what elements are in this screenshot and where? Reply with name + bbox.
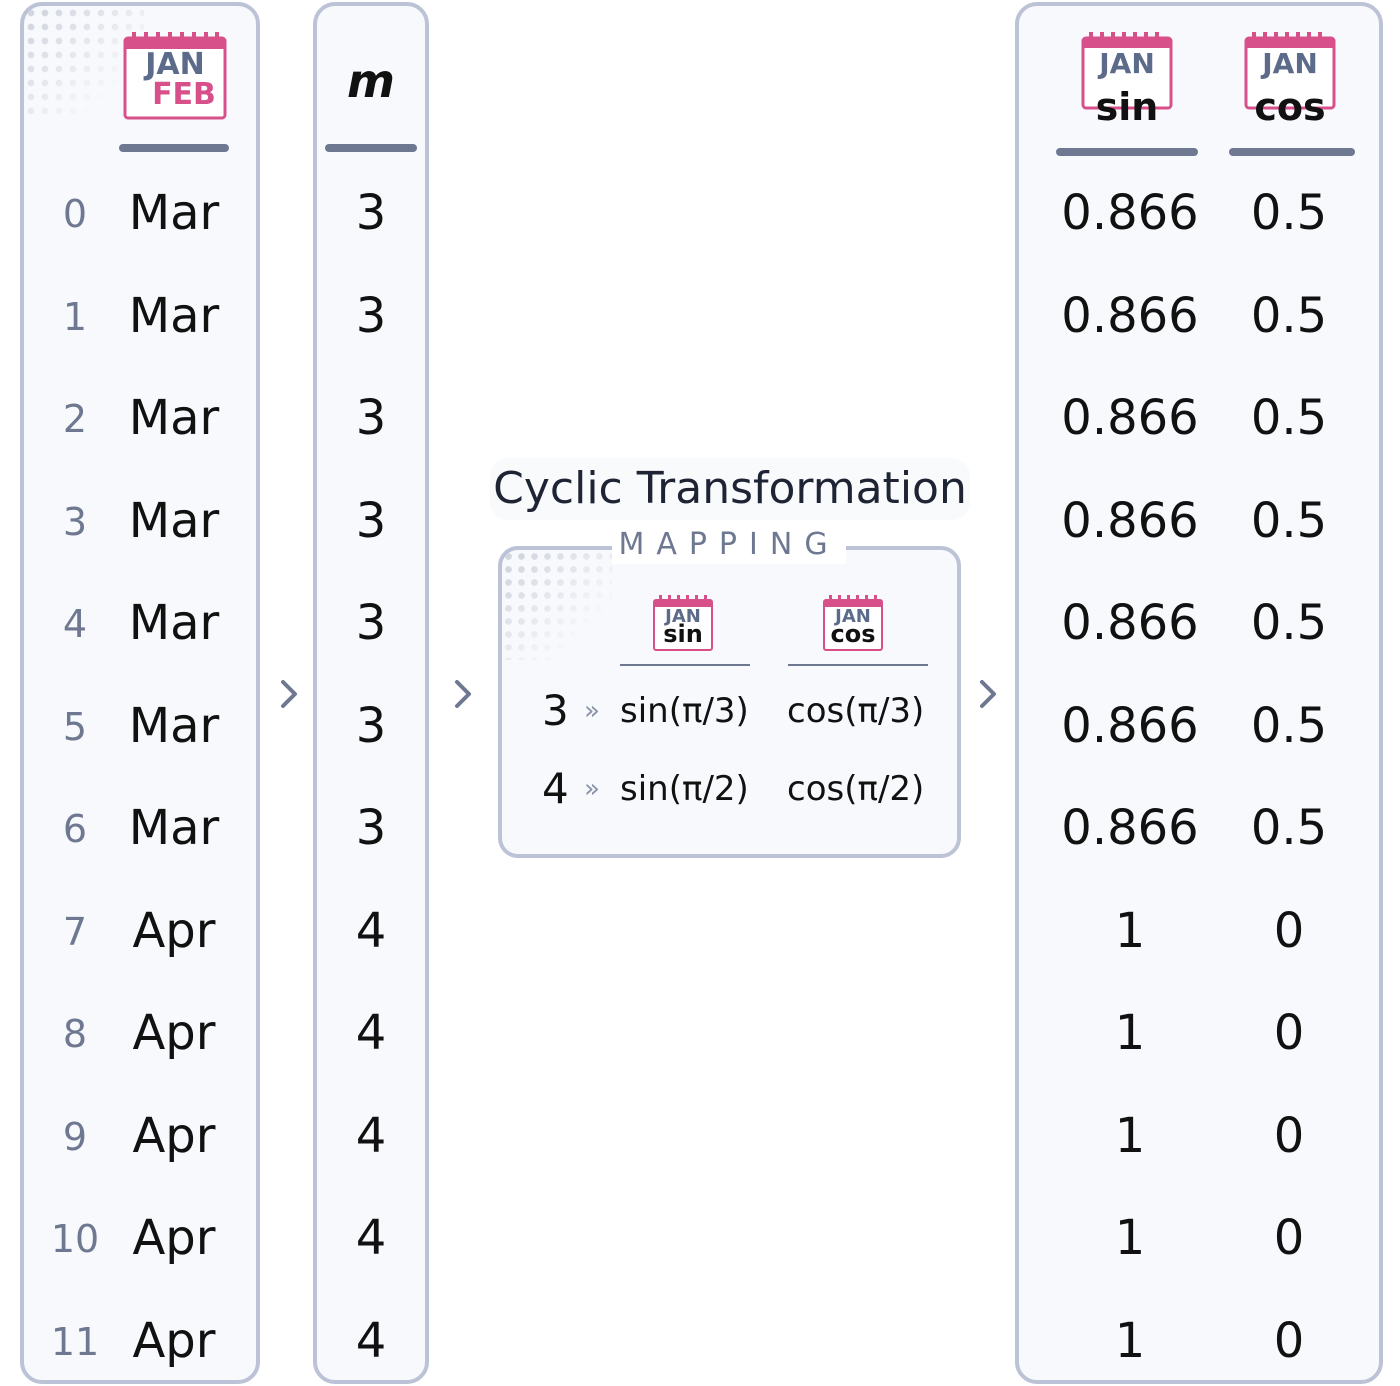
chevron-right-icon — [281, 680, 297, 708]
month-number-cell: 4 — [355, 902, 387, 959]
month-number-cell: 3 — [355, 492, 387, 549]
mapping-month-number: 3 — [542, 686, 569, 735]
sin-cell: 1 — [1114, 1312, 1146, 1369]
dot-pattern — [502, 550, 612, 660]
sin-calendar-icon: JAN sin — [652, 594, 714, 652]
sin-cell: 0.866 — [1061, 697, 1199, 754]
chevron-right-icon — [455, 680, 471, 708]
cos-cell: 0.5 — [1250, 390, 1328, 446]
cos-cell: 0 — [1273, 902, 1305, 959]
cos-cell: 0 — [1273, 1210, 1305, 1266]
sin-cell: 0.866 — [1061, 800, 1199, 856]
month-number-cell: 3 — [355, 390, 387, 446]
mapping-title: Cyclic Transformation — [490, 458, 970, 520]
calendar-top-text: JAN — [145, 47, 205, 82]
row-index: 9 — [62, 1114, 88, 1159]
mapping-arrow-icon: » — [584, 696, 600, 726]
row-index: 11 — [50, 1319, 100, 1364]
mapping-sin-formula: sin(π/3) — [620, 691, 749, 731]
cos-cell: 0 — [1273, 1107, 1305, 1164]
sin-cell: 0.866 — [1061, 595, 1199, 651]
cos-cell: 0.5 — [1250, 697, 1328, 754]
month-cell: Mar — [128, 697, 220, 754]
month-cell: Mar — [128, 287, 220, 344]
month-cell: Mar — [128, 390, 220, 446]
cos-cell: 0 — [1273, 1005, 1305, 1061]
month-number-cell: 3 — [355, 800, 387, 856]
month-number-cell: 3 — [355, 185, 387, 241]
cos-cell: 0.5 — [1250, 800, 1328, 856]
calendar-icon: JAN FEB — [123, 30, 227, 120]
month-cell: Mar — [128, 492, 220, 549]
cos-cell: 0.5 — [1250, 492, 1328, 549]
cos-cell: 0 — [1273, 1312, 1305, 1369]
sin-cell: 1 — [1114, 1005, 1146, 1061]
sin-cell: 0.866 — [1061, 492, 1199, 549]
row-index: 1 — [62, 294, 88, 339]
header-rule — [325, 144, 417, 152]
month-cell: Apr — [132, 1312, 216, 1369]
chevron-right-icon — [980, 680, 996, 708]
sin-cos-table: JAN sin JAN cos 0.866 0.5 0.866 0.5 0.866 0.5… — [1015, 2, 1383, 1384]
mapping-cos-formula: cos(π/3) — [787, 691, 925, 731]
row-index: 6 — [62, 807, 88, 851]
row-index: 2 — [62, 397, 88, 441]
month-table: JAN FEB 0 Mar 1 Mar 2 Mar 3 Mar 4 Mar 5 Mar 6 Mar 7 Apr… — [20, 2, 260, 1384]
month-cell: Mar — [128, 800, 220, 856]
month-number-cell: 4 — [355, 1005, 387, 1061]
row-index: 4 — [62, 602, 88, 646]
month-cell: Apr — [132, 1107, 216, 1164]
month-number-table: m 3 3 3 3 3 3 3 4 4 4 4 4 — [313, 2, 429, 1384]
header-rule — [1229, 148, 1355, 156]
cos-calendar-icon: JAN cos — [1244, 30, 1336, 126]
sin-cell: 1 — [1114, 1210, 1146, 1266]
mapping-month-number: 4 — [542, 764, 569, 813]
month-number-cell: 4 — [355, 1107, 387, 1164]
row-index: 8 — [62, 1012, 88, 1056]
header-rule — [620, 664, 750, 666]
cos-calendar-icon: JAN cos — [822, 594, 884, 652]
header-rule — [1056, 148, 1198, 156]
row-index: 5 — [62, 704, 88, 749]
cos-cell: 0.5 — [1250, 185, 1328, 241]
cos-cell: 0.5 — [1250, 287, 1328, 344]
cos-cell: 0.5 — [1250, 595, 1328, 651]
row-index: 10 — [50, 1217, 100, 1261]
mapping-cos-formula: cos(π/2) — [787, 769, 925, 809]
mapping-label: MAPPING — [612, 526, 846, 564]
month-cell: Apr — [132, 1210, 216, 1266]
month-number-cell: 4 — [355, 1312, 387, 1369]
month-cell: Mar — [128, 185, 220, 241]
sin-cell: 0.866 — [1061, 390, 1199, 446]
sin-cell: 0.866 — [1061, 287, 1199, 344]
month-number-cell: 3 — [355, 697, 387, 754]
mapping-sin-formula: sin(π/2) — [620, 769, 749, 809]
m-column-header: m — [347, 54, 395, 108]
month-cell: Apr — [132, 1005, 216, 1061]
calendar-bottom-text: FEB — [152, 77, 216, 112]
row-index: 0 — [62, 192, 88, 236]
month-number-cell: 4 — [355, 1210, 387, 1266]
sin-cell: 1 — [1114, 902, 1146, 959]
row-index: 7 — [62, 909, 88, 954]
month-cell: Apr — [132, 902, 216, 959]
header-rule — [788, 664, 928, 666]
mapping-box: JAN sin JAN cos 3 » sin(π/3) cos(π/3) 4 » sin(… — [498, 546, 961, 858]
month-number-cell: 3 — [355, 595, 387, 651]
sin-cell: 1 — [1114, 1107, 1146, 1164]
header-rule — [119, 144, 229, 152]
mapping-arrow-icon: » — [584, 774, 600, 804]
row-index: 3 — [62, 499, 88, 544]
sin-calendar-icon: JAN sin — [1081, 30, 1173, 126]
month-number-cell: 3 — [355, 287, 387, 344]
month-cell: Mar — [128, 595, 220, 651]
sin-cell: 0.866 — [1061, 185, 1199, 241]
